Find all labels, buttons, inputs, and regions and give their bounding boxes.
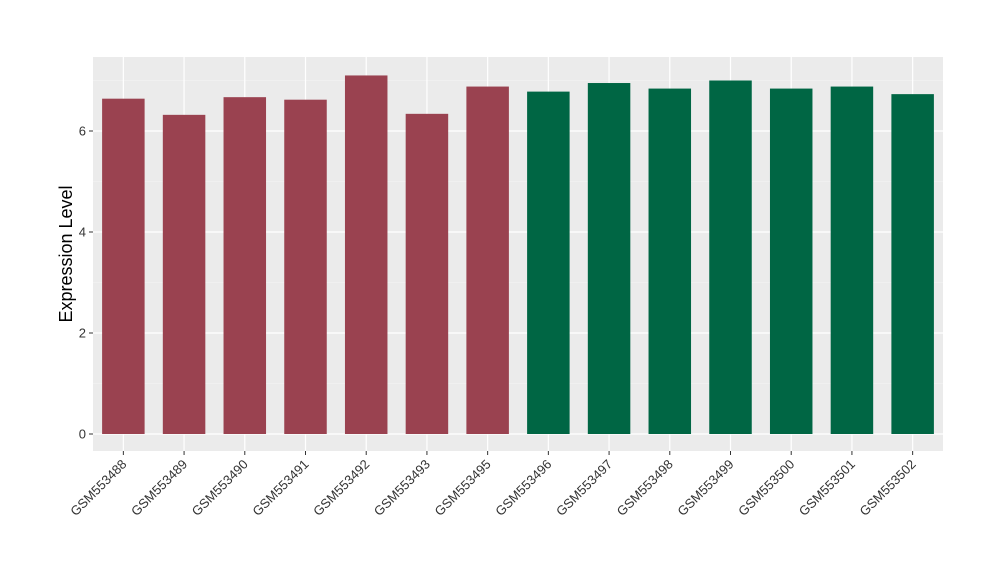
- y-tick-label: 4: [79, 225, 86, 240]
- y-tick-label: 6: [79, 124, 86, 139]
- bar-GSM553496: [527, 91, 570, 435]
- x-tick-label: GSM553495: [432, 457, 494, 519]
- x-tick-label: GSM553496: [492, 457, 554, 519]
- bar-GSM553492: [344, 75, 388, 434]
- x-tick-label: GSM553502: [857, 457, 919, 519]
- y-tick-label: 0: [79, 427, 86, 442]
- x-tick-label: GSM553490: [189, 457, 251, 519]
- bar-GSM553502: [891, 94, 934, 434]
- x-tick-label: GSM553493: [371, 457, 433, 519]
- bar-GSM553501: [830, 86, 874, 434]
- bar-GSM553491: [284, 99, 327, 434]
- x-tick-label: GSM553498: [614, 457, 676, 519]
- bar-GSM553500: [769, 88, 813, 434]
- y-axis: 0 2 4 6: [79, 124, 93, 442]
- bar-GSM553499: [709, 80, 752, 434]
- y-axis-title: Expression Level: [56, 185, 76, 322]
- bar-GSM553488: [102, 98, 145, 435]
- x-tick-label: GSM553500: [735, 457, 797, 519]
- bars: [102, 75, 934, 435]
- bar-GSM553497: [587, 83, 631, 435]
- x-axis: GSM553488GSM553489GSM553490GSM553491GSM5…: [67, 451, 919, 519]
- bar-GSM553493: [405, 113, 449, 434]
- bar-GSM553498: [648, 88, 692, 434]
- bar-GSM553490: [223, 97, 267, 434]
- bar-GSM553489: [162, 114, 206, 434]
- y-tick-label: 2: [79, 326, 86, 341]
- x-tick-label: GSM553488: [67, 457, 129, 519]
- x-tick-label: GSM553499: [674, 457, 736, 519]
- plot-panel: [93, 57, 943, 451]
- x-tick-label: GSM553491: [249, 457, 311, 519]
- bar-GSM553495: [466, 86, 509, 434]
- x-tick-label: GSM553501: [796, 457, 858, 519]
- x-tick-label: GSM553492: [310, 457, 372, 519]
- x-tick-label: GSM553489: [128, 457, 190, 519]
- x-tick-label: GSM553497: [553, 457, 615, 519]
